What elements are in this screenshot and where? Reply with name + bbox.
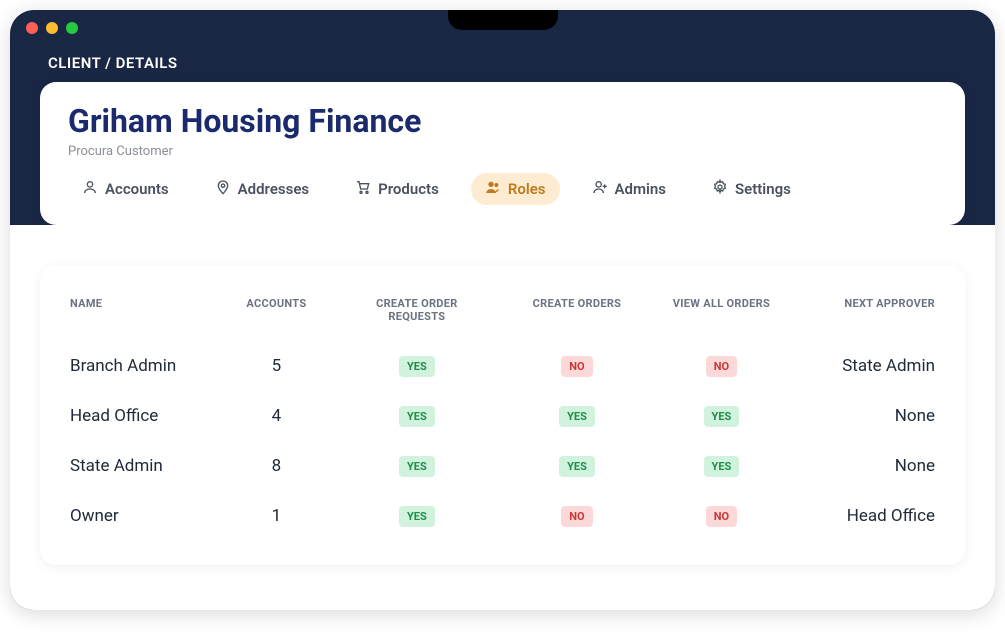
cart-icon: [355, 179, 371, 199]
cell-name: State Admin: [64, 441, 227, 491]
users-icon: [485, 179, 501, 199]
yes-badge: YES: [559, 406, 595, 427]
tab-addresses[interactable]: Addresses: [201, 173, 323, 205]
yes-badge: YES: [399, 456, 435, 477]
cell-next-approver: None: [797, 391, 941, 441]
col-create-order-requests: CREATE ORDER REQUESTS: [326, 289, 508, 341]
table-row[interactable]: Owner1 YES NO NO Head Office: [64, 491, 941, 541]
gear-icon: [712, 179, 728, 199]
body-area: NAME ACCOUNTS CREATE ORDER REQUESTS CREA…: [10, 225, 995, 610]
user-plus-icon: [592, 179, 608, 199]
table-row[interactable]: State Admin8 YES YES YES None: [64, 441, 941, 491]
col-accounts: ACCOUNTS: [227, 289, 326, 341]
breadcrumb[interactable]: CLIENT / DETAILS: [40, 54, 965, 72]
yes-badge: YES: [399, 356, 435, 377]
roles-table-card: NAME ACCOUNTS CREATE ORDER REQUESTS CREA…: [40, 265, 965, 565]
col-name: NAME: [64, 289, 227, 341]
tab-settings[interactable]: Settings: [698, 173, 805, 205]
maximize-window-icon[interactable]: [66, 22, 78, 34]
tab-label: Products: [378, 180, 439, 198]
tab-products[interactable]: Products: [341, 173, 453, 205]
browser-notch: [448, 10, 558, 30]
no-badge: NO: [561, 356, 592, 377]
cell-create-order-requests: YES: [326, 391, 508, 441]
yes-badge: YES: [559, 456, 595, 477]
cell-view-all-orders: YES: [646, 441, 796, 491]
col-view-all-orders: VIEW ALL ORDERS: [646, 289, 796, 341]
tab-roles[interactable]: Roles: [471, 173, 560, 205]
cell-create-order-requests: YES: [326, 491, 508, 541]
tab-accounts[interactable]: Accounts: [68, 173, 183, 205]
client-subtitle: Procura Customer: [68, 144, 937, 159]
cell-view-all-orders: NO: [646, 491, 796, 541]
cell-accounts: 1: [227, 491, 326, 541]
yes-badge: YES: [704, 456, 740, 477]
col-create-orders: CREATE ORDERS: [508, 289, 647, 341]
table-header-row: NAME ACCOUNTS CREATE ORDER REQUESTS CREA…: [64, 289, 941, 341]
location-pin-icon: [215, 179, 231, 199]
roles-table: NAME ACCOUNTS CREATE ORDER REQUESTS CREA…: [64, 289, 941, 541]
cell-name: Owner: [64, 491, 227, 541]
no-badge: NO: [706, 506, 737, 527]
tab-label: Admins: [615, 180, 666, 198]
cell-next-approver: Head Office: [797, 491, 941, 541]
cell-create-orders: YES: [508, 391, 647, 441]
cell-create-order-requests: YES: [326, 441, 508, 491]
cell-name: Head Office: [64, 391, 227, 441]
cell-next-approver: State Admin: [797, 341, 941, 391]
tab-label: Addresses: [238, 180, 309, 198]
tabs: Accounts Addresses Products: [68, 173, 937, 205]
cell-accounts: 4: [227, 391, 326, 441]
tab-label: Settings: [735, 180, 791, 198]
browser-window: CLIENT / DETAILS Griham Housing Finance …: [10, 10, 995, 610]
col-next-approver: NEXT APPROVER: [797, 289, 941, 341]
cell-view-all-orders: YES: [646, 391, 796, 441]
no-badge: NO: [706, 356, 737, 377]
cell-create-orders: NO: [508, 491, 647, 541]
no-badge: NO: [561, 506, 592, 527]
close-window-icon[interactable]: [26, 22, 38, 34]
table-row[interactable]: Head Office4 YES YES YES None: [64, 391, 941, 441]
cell-accounts: 8: [227, 441, 326, 491]
cell-name: Branch Admin: [64, 341, 227, 391]
cell-view-all-orders: NO: [646, 341, 796, 391]
yes-badge: YES: [399, 506, 435, 527]
cell-create-orders: YES: [508, 441, 647, 491]
tab-label: Accounts: [105, 180, 169, 198]
cell-accounts: 5: [227, 341, 326, 391]
yes-badge: YES: [704, 406, 740, 427]
yes-badge: YES: [399, 406, 435, 427]
cell-create-order-requests: YES: [326, 341, 508, 391]
cell-next-approver: None: [797, 441, 941, 491]
client-name: Griham Housing Finance: [68, 102, 937, 140]
cell-create-orders: NO: [508, 341, 647, 391]
user-icon: [82, 179, 98, 199]
header-area: CLIENT / DETAILS Griham Housing Finance …: [10, 46, 995, 225]
client-header-card: Griham Housing Finance Procura Customer …: [40, 82, 965, 225]
table-row[interactable]: Branch Admin5 YES NO NO State Admin: [64, 341, 941, 391]
tab-admins[interactable]: Admins: [578, 173, 680, 205]
minimize-window-icon[interactable]: [46, 22, 58, 34]
tab-label: Roles: [508, 180, 546, 198]
